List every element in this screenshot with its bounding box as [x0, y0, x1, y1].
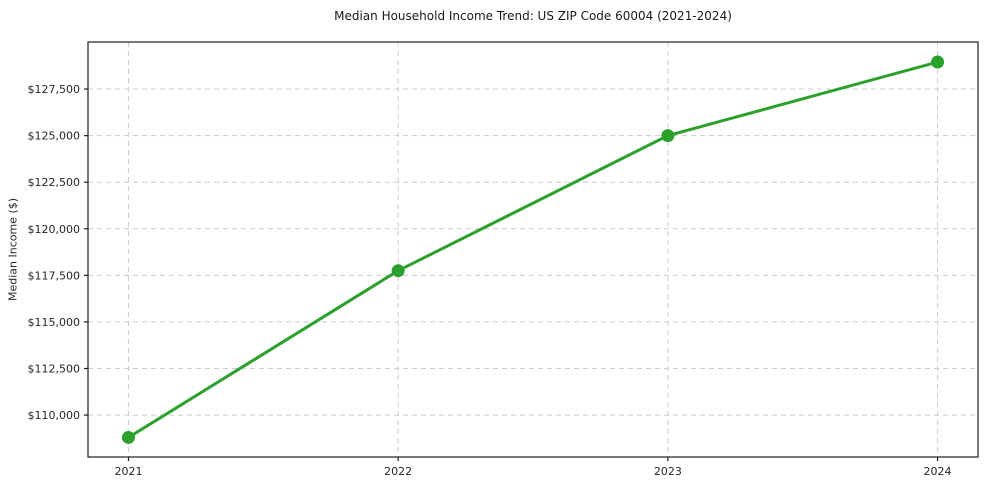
- x-tick-label: 2024: [924, 465, 952, 478]
- y-tick-label: $117,500: [28, 269, 81, 282]
- chart-title: Median Household Income Trend: US ZIP Co…: [334, 9, 732, 23]
- data-point: [931, 55, 945, 69]
- y-tick-label: $122,500: [28, 176, 81, 189]
- plot-border: [87, 41, 979, 458]
- y-tick-label: $127,500: [28, 83, 81, 96]
- series-line: [126, 60, 940, 439]
- y-tick-label: $112,500: [28, 363, 81, 376]
- x-tick-label: 2023: [654, 465, 682, 478]
- x-tick-label: 2021: [114, 465, 142, 478]
- y-tick-label: $110,000: [28, 409, 81, 422]
- x-tick-label: 2022: [384, 465, 412, 478]
- data-point: [391, 264, 405, 278]
- y-tick-label: $120,000: [28, 223, 81, 236]
- data-point: [661, 129, 675, 143]
- y-tick-label: $125,000: [28, 130, 81, 143]
- y-tick-label: $115,000: [28, 316, 81, 329]
- data-point: [121, 430, 135, 444]
